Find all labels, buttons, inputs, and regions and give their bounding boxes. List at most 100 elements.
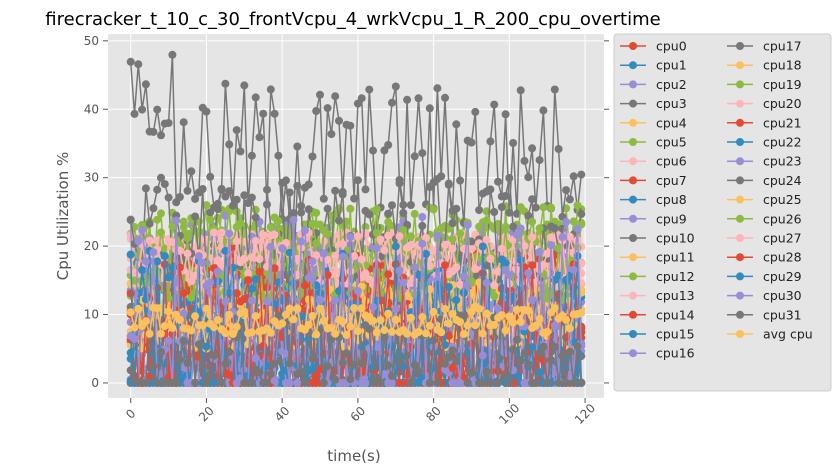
data-point — [395, 358, 404, 367]
data-point — [191, 378, 200, 387]
data-point — [157, 329, 165, 338]
data-point — [516, 224, 525, 233]
data-point — [175, 193, 184, 201]
data-point — [126, 216, 135, 224]
data-point — [550, 321, 559, 330]
data-point — [505, 312, 514, 321]
data-point — [463, 378, 472, 387]
data-point — [565, 232, 574, 241]
data-point — [456, 280, 465, 289]
data-point — [175, 315, 184, 324]
data-point — [562, 186, 571, 195]
data-point — [501, 192, 510, 200]
data-point — [293, 304, 302, 313]
data-point — [289, 215, 298, 224]
data-point — [384, 141, 393, 149]
data-point — [232, 237, 241, 246]
data-point — [179, 309, 188, 318]
data-point — [539, 356, 548, 365]
data-point — [524, 173, 533, 182]
legend-swatch-marker — [736, 118, 744, 127]
data-point — [565, 372, 574, 381]
data-point — [399, 200, 408, 209]
data-point — [505, 174, 514, 182]
data-point — [543, 328, 552, 336]
y-tick-label: 0 — [91, 376, 99, 390]
data-point — [191, 312, 200, 321]
data-point — [240, 191, 249, 200]
data-point — [425, 321, 434, 330]
data-point — [153, 257, 162, 266]
data-point — [391, 315, 400, 324]
data-point — [365, 325, 374, 333]
data-point — [160, 322, 169, 331]
data-point — [410, 263, 419, 272]
data-point — [134, 60, 143, 69]
data-point — [395, 176, 404, 184]
legend-label: cpu30 — [763, 288, 802, 303]
data-point — [384, 209, 393, 218]
data-point — [573, 342, 582, 351]
data-point — [437, 328, 446, 337]
data-point — [300, 226, 309, 235]
legend-swatch-marker — [736, 272, 744, 281]
data-point — [456, 378, 465, 387]
data-point — [342, 331, 351, 339]
data-point — [149, 248, 158, 257]
data-point — [323, 255, 332, 264]
data-point — [266, 370, 275, 378]
data-point — [308, 312, 317, 320]
data-point — [441, 305, 449, 313]
data-point — [179, 337, 188, 345]
data-point — [225, 140, 234, 149]
data-point — [274, 151, 283, 160]
legend-swatch-marker — [736, 157, 744, 166]
data-point — [293, 378, 302, 387]
data-point — [494, 378, 502, 387]
data-point — [278, 244, 287, 253]
data-point — [247, 193, 256, 202]
data-point — [141, 317, 150, 326]
data-point — [308, 219, 317, 228]
data-point — [388, 201, 396, 210]
data-point — [558, 352, 567, 360]
data-point — [213, 199, 222, 208]
data-point — [501, 110, 510, 119]
data-point — [300, 378, 309, 387]
data-point — [490, 208, 499, 216]
data-point — [569, 378, 578, 387]
data-point — [384, 218, 393, 227]
data-point — [410, 290, 419, 299]
data-point — [202, 378, 211, 387]
data-point — [308, 257, 317, 266]
legend-label: cpu18 — [763, 58, 802, 73]
data-point — [441, 359, 449, 368]
data-point — [191, 194, 200, 203]
data-point — [388, 98, 396, 107]
data-point — [539, 203, 548, 212]
data-point — [346, 267, 355, 276]
data-point — [213, 213, 222, 222]
legend-label: cpu22 — [763, 135, 802, 150]
data-point — [459, 330, 468, 338]
data-point — [554, 145, 563, 153]
data-point — [263, 185, 271, 194]
data-point — [353, 232, 362, 241]
data-point — [399, 278, 408, 287]
legend-label: cpu16 — [656, 346, 695, 361]
data-point — [145, 372, 154, 381]
data-point — [331, 296, 340, 304]
data-point — [312, 107, 321, 115]
data-point — [429, 336, 438, 345]
data-point — [357, 94, 366, 103]
data-point — [134, 237, 143, 246]
data-point — [384, 309, 393, 318]
data-point — [478, 378, 487, 387]
data-point — [198, 185, 207, 193]
data-point — [304, 320, 313, 329]
legend-label: cpu7 — [656, 173, 687, 188]
data-point — [323, 204, 332, 213]
data-point — [297, 367, 306, 376]
data-point — [285, 248, 294, 257]
legend: cpu0 cpu1 cpu2 cpu3 cpu4 cpu5 cpu6 cpu7 cpu8 cpu9… — [613, 33, 832, 392]
